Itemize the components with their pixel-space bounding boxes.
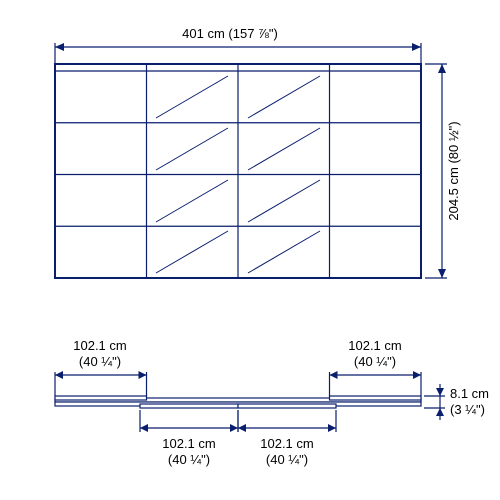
seg1-in: (40 ¼") (79, 354, 121, 369)
seg3-cm: 102.1 cm (260, 436, 313, 451)
width-label: 401 cm (157 ⅞") (182, 26, 278, 41)
dimension-diagram: 401 cm (157 ⅞") 204.5 cm (80 ½") (0, 0, 500, 500)
segment-2-dim: 102.1 cm (40 ¼") (140, 410, 238, 467)
seg4-cm: 102.1 cm (348, 338, 401, 353)
segment-3-dim: 102.1 cm (40 ¼") (238, 410, 336, 467)
seg4-in: (40 ¼") (354, 354, 396, 369)
depth-cm: 8.1 cm (450, 386, 489, 401)
seg1-cm: 102.1 cm (73, 338, 126, 353)
seg2-in: (40 ¼") (168, 452, 210, 467)
depth-dimension: 8.1 cm (3 ¼") (424, 384, 489, 420)
depth-in: (3 ¼") (450, 402, 485, 417)
front-elevation (55, 64, 421, 278)
seg2-cm: 102.1 cm (162, 436, 215, 451)
rail-track (55, 396, 421, 408)
width-dimension: 401 cm (157 ⅞") (55, 26, 421, 63)
segment-1-dim: 102.1 cm (40 ¼") (55, 338, 147, 396)
segment-4-dim: 102.1 cm (40 ¼") (330, 338, 422, 396)
top-view: 102.1 cm (40 ¼") 102.1 cm (40 ¼") (55, 338, 489, 467)
height-label: 204.5 cm (80 ½") (446, 121, 461, 220)
height-dimension: 204.5 cm (80 ½") (425, 64, 461, 278)
seg3-in: (40 ¼") (266, 452, 308, 467)
